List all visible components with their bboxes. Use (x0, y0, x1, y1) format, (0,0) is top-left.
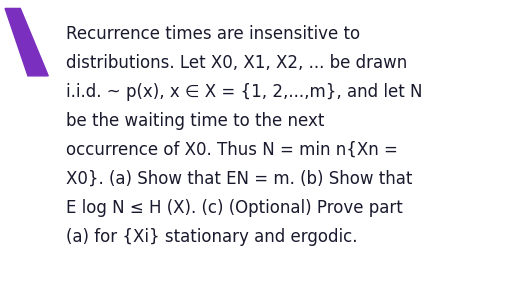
Text: distributions. Let X0, X1, X2, ... be drawn: distributions. Let X0, X1, X2, ... be dr… (66, 54, 407, 72)
Text: be the waiting time to the next: be the waiting time to the next (66, 112, 325, 130)
Text: X0}. (a) Show that EN = m. (b) Show that: X0}. (a) Show that EN = m. (b) Show that (66, 170, 412, 188)
Text: Recurrence times are insensitive to: Recurrence times are insensitive to (66, 24, 360, 42)
Text: E log N ≤ H (X). (c) (Optional) Prove part: E log N ≤ H (X). (c) (Optional) Prove pa… (66, 199, 403, 217)
Text: i.i.d. ~ p(x), x ∈ X = {1, 2,...,m}, and let N: i.i.d. ~ p(x), x ∈ X = {1, 2,...,m}, and… (66, 83, 423, 101)
Text: occurrence of X0. Thus N = min n{Xn =: occurrence of X0. Thus N = min n{Xn = (66, 141, 398, 159)
Polygon shape (5, 8, 48, 76)
Text: (a) for {Xi} stationary and ergodic.: (a) for {Xi} stationary and ergodic. (66, 228, 358, 246)
